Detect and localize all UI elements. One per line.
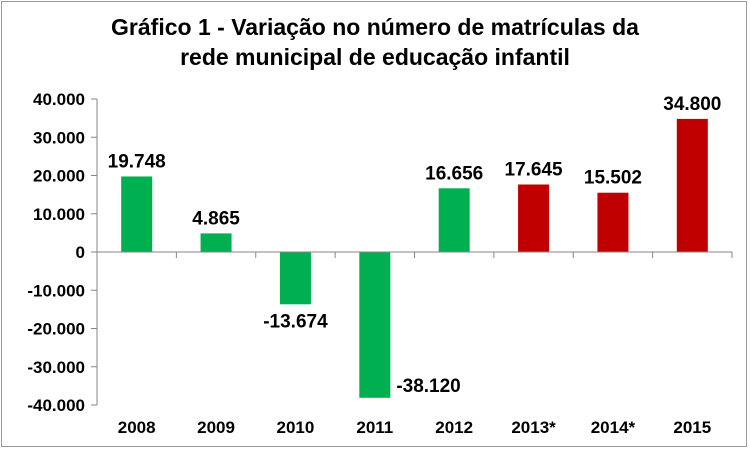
chart-title: Gráfico 1 - Variação no número de matríc… — [0, 12, 750, 72]
chart-title-line-1: Gráfico 1 - Variação no número de matríc… — [111, 14, 639, 40]
data-label: -38.120 — [396, 376, 460, 397]
y-tick-label: -20.000 — [27, 320, 85, 339]
x-tick-label: 2015 — [673, 418, 711, 437]
y-tick-label: 0 — [76, 243, 85, 262]
x-tick-label: 2008 — [118, 418, 156, 437]
data-label: 34.800 — [663, 94, 721, 115]
bars — [121, 118, 708, 398]
bar-2009 — [200, 233, 232, 252]
data-label: 15.502 — [584, 168, 642, 189]
data-label: 4.865 — [192, 208, 240, 229]
y-axis: 40.000 30.000 20.000 10.000 0 -10.000 -20.000 -… — [27, 90, 98, 415]
x-tick-label: 2010 — [277, 418, 315, 437]
bar-2014-star — [597, 192, 629, 252]
data-label: 19.748 — [108, 151, 166, 172]
x-tick-label: 2009 — [197, 418, 235, 437]
x-axis: 2008 2009 2010 2011 2012 2013* 2014* 2015 — [96, 251, 733, 437]
y-tick-label: 40.000 — [33, 90, 85, 109]
chart-title-line-2: rede municipal de educação infantil — [180, 44, 570, 70]
bar-2008 — [121, 176, 153, 252]
bar-2015 — [676, 118, 708, 252]
y-tick-label: -10.000 — [27, 281, 85, 300]
bar-2013-star — [518, 184, 550, 252]
x-tick-label: 2011 — [356, 418, 393, 437]
y-tick-label: -40.000 — [27, 396, 85, 415]
bar-2010 — [279, 252, 311, 305]
y-tick-label: 10.000 — [33, 205, 85, 224]
x-tick-label: 2014* — [591, 418, 636, 437]
y-tick-label: 30.000 — [33, 128, 85, 147]
x-tick-label: 2012 — [435, 418, 473, 437]
data-label: 17.645 — [505, 160, 564, 181]
data-labels: 19.748 4.865 -13.674 -38.120 16.656 17.645 15.… — [108, 94, 722, 397]
x-tick-label: 2013* — [511, 418, 556, 437]
bar-2012 — [438, 188, 470, 252]
y-tick-label: 20.000 — [33, 167, 85, 186]
y-tick-label: -30.000 — [27, 358, 85, 377]
data-label: -13.674 — [263, 311, 328, 332]
bar-2011 — [359, 252, 391, 398]
data-label: 16.656 — [425, 163, 483, 184]
